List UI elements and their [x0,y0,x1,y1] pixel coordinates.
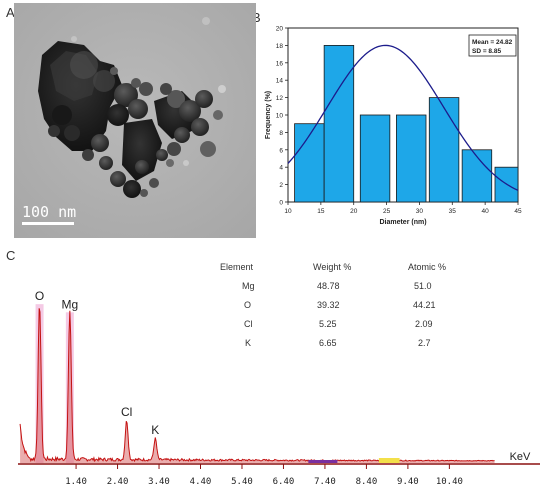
scale-bar-label: 100 nm [22,203,77,221]
table-cell-atomic: 44.21 [413,300,436,310]
table-cell-atomic: 51.0 [414,281,432,291]
edx-spectrum: 1.40 2.40 3.40 4.40 5.40 6.40 7.40 8.40 9.40 10.4… [10,289,545,490]
normal-fit-curve [287,44,519,191]
histogram-bar [323,44,355,203]
x-tick-label: 5.40 [231,477,253,487]
table-header-weight: Weight % [313,262,352,272]
x-tick-label: 35 [449,208,457,215]
y-tick-label: 10 [276,113,284,120]
table-cell-weight: 6.65 [319,338,337,348]
histogram-bar [359,114,391,203]
x-tick-label: 1.40 [65,477,87,487]
panel-a-label: A [6,5,15,20]
peak-label: O [35,290,44,303]
histogram-bar [461,149,493,203]
spectrum-overlay-yellow [378,458,400,463]
y-tick-label: 0 [279,200,283,207]
table-cell-element: Mg [242,281,255,291]
y-tick-label: 20 [276,26,284,33]
x-tick-label: 10 [284,208,292,215]
table-cell-element: Cl [244,319,253,329]
histogram-bar [428,97,460,203]
table-header-element: Element [220,262,254,272]
x-tick-label: 6.40 [273,477,295,487]
x-tick-label: 4.40 [190,477,212,487]
spectrum-fill [20,308,495,463]
x-tick-label: 10.40 [436,477,463,487]
y-tick-label: 16 [276,60,284,67]
x-tick-label: 45 [514,208,522,215]
size-distribution-histogram: 0 2 4 6 8 10 12 14 16 18 20 10 15 20 25 30 35 40 45 Diamete… [262,22,532,244]
x-tick-label: 20 [350,208,358,215]
scale-bar [22,222,74,225]
y-tick-label: 2 [279,182,283,189]
x-tick-label: 8.40 [356,477,378,487]
y-tick-label: 8 [279,130,283,137]
x-tick-label: 7.40 [314,477,336,487]
x-tick-label: 2.40 [107,477,129,487]
panel-c-label: C [6,248,16,263]
y-tick-label: 12 [276,95,284,102]
x-tick-label: 9.40 [397,477,419,487]
y-tick-label: 6 [279,147,283,154]
y-axis-label: Frequency (%) [265,91,272,139]
stats-sd: SD = 8.85 [472,48,501,55]
stats-box [468,34,517,57]
y-tick-label: 18 [276,43,284,50]
panel-b-label: B [252,10,261,25]
table-cell-element: K [245,338,252,348]
peak-label: Cl [121,405,132,419]
x-tick-label: 15 [317,208,325,215]
table-cell-element: O [244,300,252,310]
table-cell-weight: 48.78 [317,281,340,291]
histogram-bar [396,114,427,203]
y-tick-label: 14 [276,78,284,85]
y-tick-label: 4 [279,165,283,172]
peak-label: K [151,423,159,437]
table-cell-atomic: 2.7 [418,338,431,348]
spectrum-line [19,308,495,463]
histogram-bar [294,123,325,203]
x-tick-label: 30 [416,208,424,215]
table-cell-weight: 39.32 [317,300,340,310]
x-tick-label: 3.40 [148,477,170,487]
nanoparticle-agglomerate [38,17,226,198]
table-header-atomic: Atomic % [408,262,447,272]
x-tick-label: 25 [383,208,391,215]
table-cell-atomic: 2.09 [415,319,433,329]
x-axis-label: Diameter (nm) [379,219,426,226]
x-tick-label: 40 [482,208,490,215]
spectrum-overlay-purple [308,460,338,463]
tem-micrograph: 100 nm [14,3,256,238]
table-cell-weight: 5.25 [319,319,337,329]
stats-mean: Mean = 24.82 [472,39,513,46]
peak-label: Mg [62,297,79,311]
x-axis-unit: KeV [510,451,531,463]
